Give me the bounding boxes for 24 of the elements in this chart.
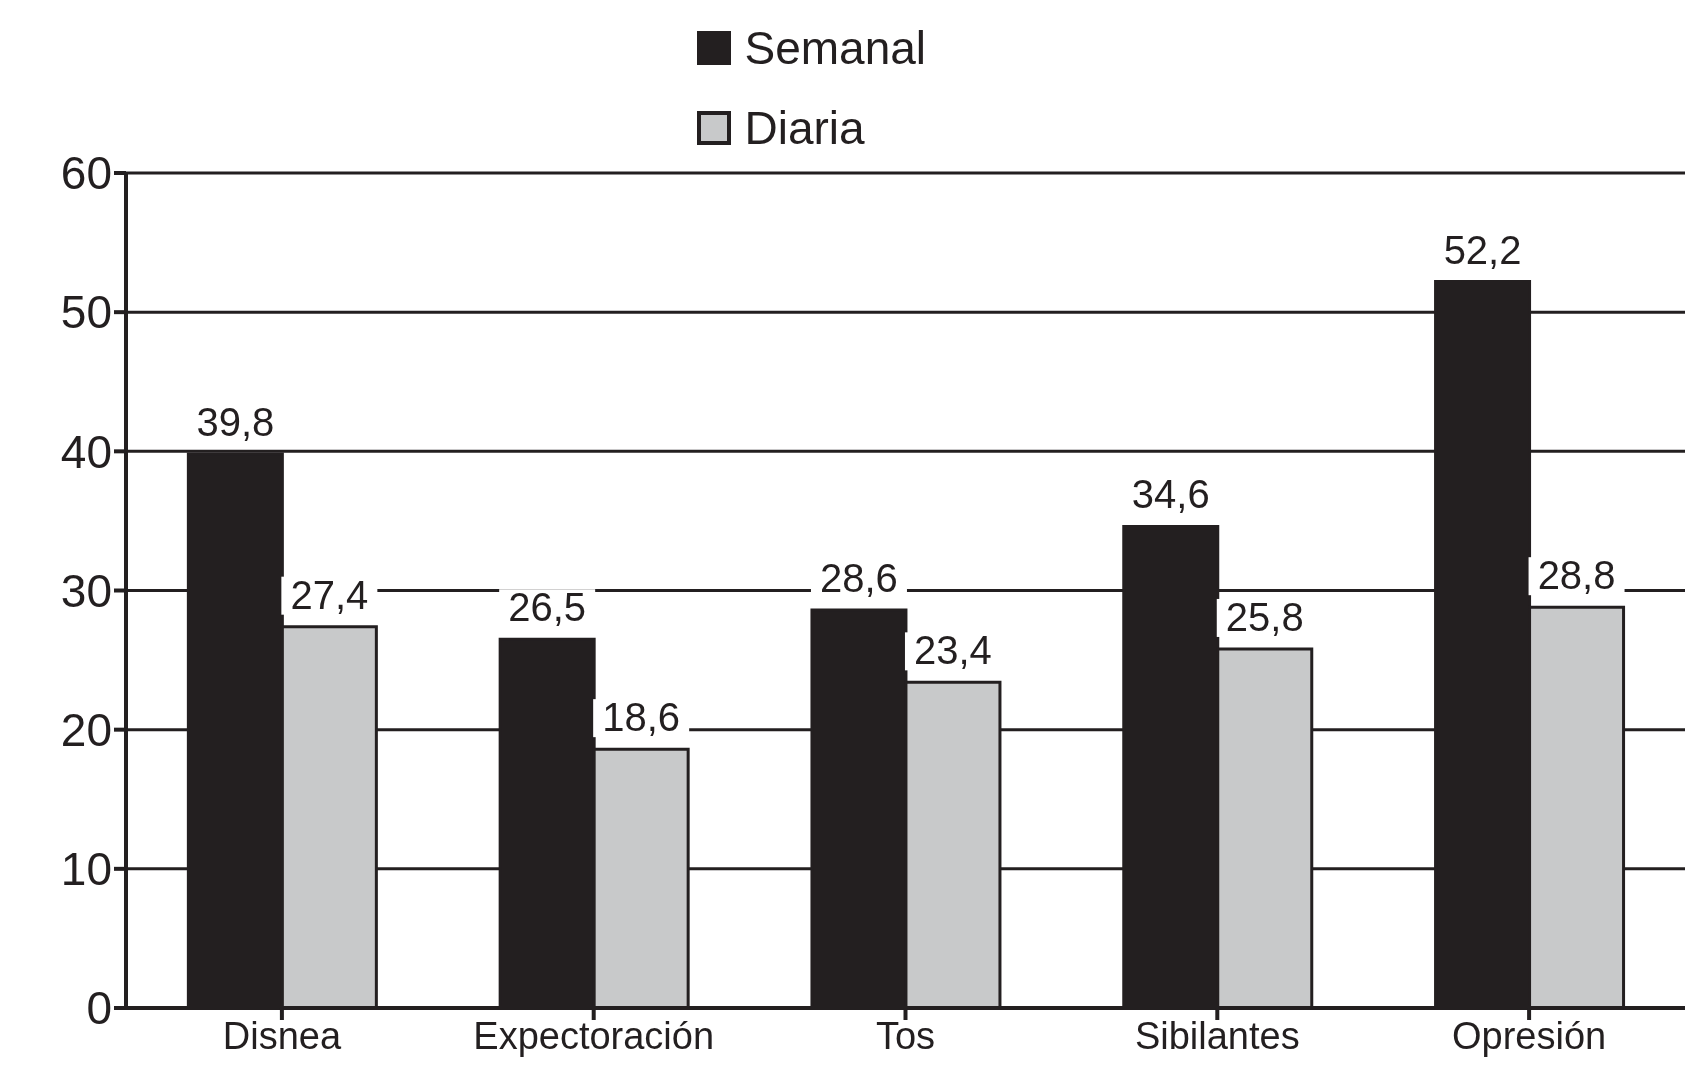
data-label: 25,8 xyxy=(1225,594,1304,639)
y-tick-label: 30 xyxy=(60,564,112,617)
x-tick-label: Sibilantes xyxy=(1134,1014,1300,1057)
y-tick-label: 50 xyxy=(60,286,112,339)
x-tick-label: Expectoración xyxy=(473,1014,715,1057)
y-tick-label: 40 xyxy=(60,425,112,478)
x-tick-label: Opresión xyxy=(1452,1014,1607,1057)
y-tick-label: 60 xyxy=(60,147,112,200)
data-label: 34,6 xyxy=(1131,472,1210,517)
x-tick-label: Disnea xyxy=(222,1014,342,1057)
y-tick-label: 0 xyxy=(86,982,112,1035)
y-tick-label: 20 xyxy=(60,704,112,756)
legend-label: Diaria xyxy=(744,101,865,155)
data-label: 23,4 xyxy=(914,628,992,673)
y-tick-label: 10 xyxy=(60,843,112,896)
data-label: 52,2 xyxy=(1443,227,1522,272)
data-label: 26,5 xyxy=(508,585,587,630)
data-label: 18,6 xyxy=(602,695,681,740)
data-label: 39,8 xyxy=(196,400,275,445)
data-label: 28,6 xyxy=(820,555,898,600)
data-label: 28,8 xyxy=(1537,553,1616,598)
data-label: 27,4 xyxy=(290,572,369,617)
legend-label: Semanal xyxy=(744,21,927,75)
x-tick-label: Tos xyxy=(875,1014,936,1057)
